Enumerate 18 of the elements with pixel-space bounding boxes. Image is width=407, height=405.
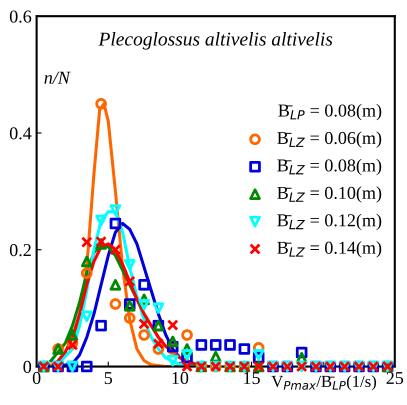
y-tick-label: 0.2 [10,244,31,256]
legend-title: B̄$_{LP}$ = 0.08(m) [278,104,382,120]
legend-label: B̄$_{LZ}$ = 0.10(m) [277,186,382,203]
x-tick-label: 5 [104,372,112,384]
y-tick-label: 0.6 [10,10,32,23]
legend-label: B̄$_{LZ}$ = 0.08(m) [277,158,382,176]
legend-label: B̄$_{LZ}$ = 0.06(m) [277,131,382,148]
x-tick-label: 25 [386,372,404,384]
x-tick-label: 15 [244,372,260,384]
x-tick-label: 0 [32,372,40,384]
x-axis-title: V$_{Pmax}$/B̄$_{LP}$(1/s) [271,375,376,390]
y-tick-label: 0 [23,360,32,373]
legend-label: B̄$_{LZ}$ = 0.12(m) [277,214,382,230]
legend-label: B̄$_{LZ}$ = 0.14(m) [277,241,382,258]
y-tick-label: 0.4 [10,127,32,140]
x-tick-label: 10 [172,372,188,384]
y-axis-title: n/N [44,72,71,84]
text: Plecoglossus altivelis altivelis [98,32,332,50]
